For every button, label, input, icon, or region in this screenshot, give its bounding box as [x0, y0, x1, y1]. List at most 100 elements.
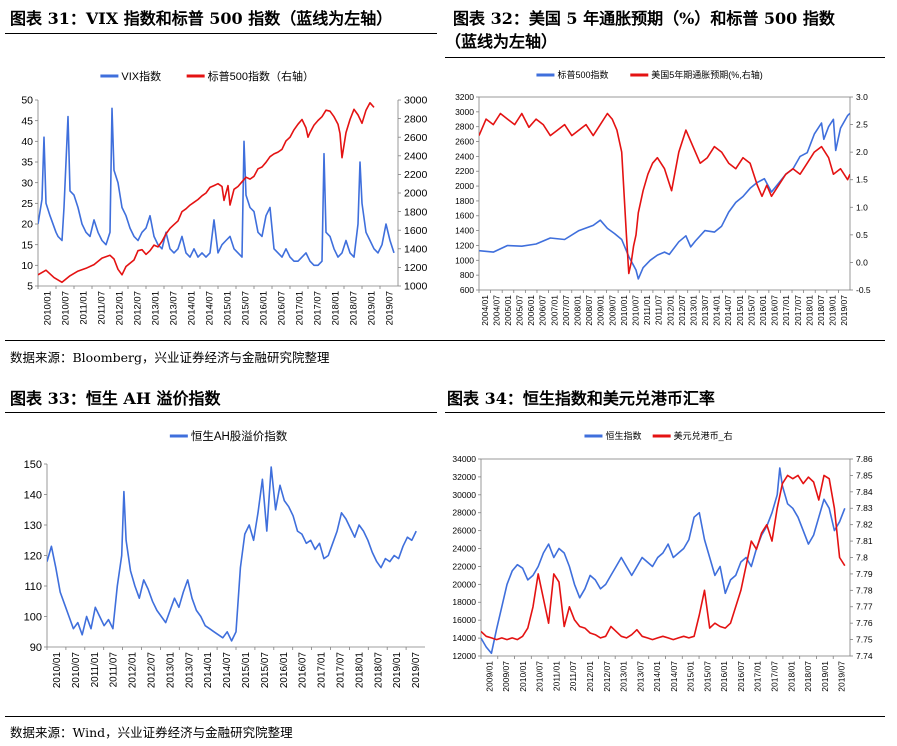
y-right-tick-label: 1000: [404, 281, 428, 293]
y-right-tick-label: 0.0: [856, 257, 868, 267]
x-tick-label: 2018/01: [354, 652, 365, 689]
chart34-hsi-usdhkd: 12000 14000 16000 18000 20000 22000 24000 26000…: [452, 430, 873, 692]
y-right-tick-label: 1400: [404, 243, 428, 255]
x-tick-label: 2009/01: [596, 295, 606, 326]
y-left-tick-label: 800: [460, 270, 474, 280]
x-tick-label: 2011/01: [551, 661, 561, 691]
x-tick-label: 2014/07: [204, 291, 215, 325]
series-line-right: [38, 101, 375, 284]
x-tick-label: 2010/07: [535, 661, 545, 692]
x-tick-label: 2015/01: [686, 661, 696, 692]
y-right-tick-label: 7.86: [856, 454, 873, 464]
x-tick-label: 2015/07: [746, 295, 756, 326]
x-tick-label: 2015/07: [240, 291, 251, 325]
chart33-title: 图表 33：恒生 AH 溢价指数: [10, 389, 221, 408]
y-right-tick-label: 3000: [404, 95, 428, 107]
series-line-left: [479, 112, 850, 280]
y-right-tick-label: 7.79: [856, 569, 873, 579]
y-left-tick-label: 2600: [455, 137, 474, 147]
y-right-tick-label: 2800: [404, 113, 428, 125]
y-left-tick-label: 2400: [455, 151, 474, 161]
x-tick-label: 2014/07: [723, 295, 733, 326]
x-tick-label: 2019/07: [411, 652, 422, 689]
x-tick-label: 2015/07: [702, 661, 712, 692]
y-right-tick-label: 7.82: [856, 520, 873, 530]
legend-label: 标普500指数: [557, 69, 608, 80]
y-left-tick-label: 20: [21, 219, 33, 231]
x-tick-label: 2015/01: [735, 295, 745, 326]
y-left-tick-label: 40: [21, 136, 33, 148]
series-line-left: [38, 107, 395, 267]
x-tick-label: 2016/07: [298, 652, 309, 689]
x-tick-label: 2016/07: [770, 295, 780, 326]
chart33-ah-premium: 90 100 110 120 130 140 150 2010/01 2010/07 2011/0…: [24, 429, 425, 689]
x-tick-label: 2019/01: [392, 652, 403, 689]
y-right-tick-label: 2.0: [856, 147, 868, 157]
x-tick-label: 2013/01: [688, 295, 698, 326]
x-tick-label: 2011/07: [96, 291, 107, 325]
x-tick-label: 2013/01: [150, 291, 161, 325]
x-tick-label: 2011/01: [90, 652, 101, 688]
y-left-tick-label: 3200: [455, 92, 474, 102]
y-left-tick-label: 2200: [455, 166, 474, 176]
top-rule-right: [445, 57, 885, 58]
x-tick-label: 2017/07: [335, 652, 346, 689]
x-tick-label: 2014/07: [669, 661, 679, 692]
x-tick-label: 2010/01: [42, 291, 53, 325]
y-right-tick-label: 7.81: [856, 536, 873, 546]
x-tick-label: 2015/01: [222, 291, 233, 325]
y-right-tick-label: 7.83: [856, 503, 873, 513]
y-left-tick-label: 28000: [452, 508, 476, 518]
x-tick-label: 2017/07: [769, 661, 779, 692]
x-tick-label: 2010/01: [52, 652, 63, 689]
x-tick-label: 2018/01: [330, 291, 341, 325]
mid-rule-right: [445, 412, 885, 413]
x-tick-label: 2012/07: [146, 652, 157, 689]
series-line-right: [479, 112, 850, 275]
source-note-top: 数据来源：Bloomberg，兴业证券经济与金融研究院整理: [10, 350, 330, 365]
legend-label: 恒生AH股溢价指数: [191, 429, 288, 443]
x-tick-label: 2013/01: [165, 652, 176, 689]
x-tick-label: 2016/01: [719, 661, 729, 692]
x-tick-label: 2019/01: [820, 661, 830, 692]
x-tick-label: 2014/01: [186, 291, 197, 325]
y-left-tick-label: 30000: [452, 490, 476, 500]
x-tick-label: 2016/01: [758, 295, 768, 326]
y-right-tick-label: 1.0: [856, 202, 868, 212]
x-tick-label: 2013/07: [635, 661, 645, 692]
x-tick-label: 2011/01: [642, 295, 652, 325]
x-tick-label: 2011/07: [654, 295, 664, 325]
top-rule-left: [5, 33, 437, 34]
x-tick-label: 2010/01: [619, 295, 629, 326]
x-tick-label: 2016/07: [736, 661, 746, 692]
y-left-tick-label: 20000: [452, 579, 476, 589]
y-left-tick-label: 600: [460, 285, 474, 295]
y-right-tick-label: 7.85: [856, 470, 873, 480]
legend-label: 美元兑港币_右: [674, 430, 733, 441]
y-left-tick-label: 5: [27, 281, 33, 293]
y-left-tick-label: 50: [21, 95, 33, 107]
y-right-tick-label: 2200: [404, 169, 428, 181]
x-tick-label: 2018/07: [803, 661, 813, 692]
x-tick-label: 2006/07: [538, 295, 548, 326]
x-tick-label: 2018/07: [348, 291, 359, 325]
x-tick-label: 2009/07: [607, 295, 617, 326]
x-tick-label: 2018/01: [804, 295, 814, 326]
x-tick-label: 2012/01: [128, 652, 139, 689]
y-left-tick-label: 32000: [452, 472, 476, 482]
y-left-tick-label: 30: [21, 177, 33, 189]
y-left-tick-label: 140: [24, 489, 42, 501]
x-tick-label: 2016/01: [258, 291, 269, 325]
x-tick-label: 2004/01: [480, 295, 490, 326]
y-left-tick-label: 1200: [455, 240, 474, 250]
y-left-tick-label: 1400: [455, 226, 474, 236]
y-left-tick-label: 150: [24, 459, 42, 471]
x-tick-label: 2017/01: [753, 661, 763, 692]
y-right-tick-label: 1800: [404, 206, 428, 218]
x-tick-label: 2005/07: [515, 295, 525, 326]
x-tick-label: 2019/01: [828, 295, 838, 326]
y-left-tick-label: 15: [21, 239, 33, 251]
y-right-tick-label: 7.78: [856, 585, 873, 595]
chart32-title-line2: （蓝线为左轴）: [445, 32, 558, 51]
y-right-tick-label: 1600: [404, 225, 428, 237]
